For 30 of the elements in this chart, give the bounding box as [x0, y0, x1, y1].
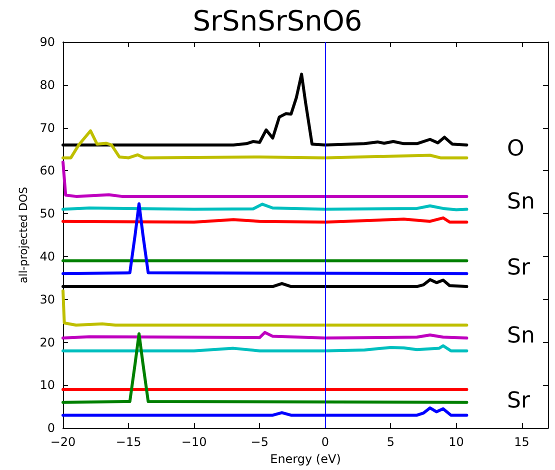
line-series [62, 289, 468, 327]
annotation: O [507, 136, 524, 162]
y-axis-title: all-projected DOS [16, 186, 30, 284]
x-tick-label: −15 [116, 435, 142, 450]
y-tick-label: 60 [40, 164, 55, 178]
x-tick-label: 5 [386, 435, 395, 450]
y-tick-label: 0 [47, 421, 55, 436]
x-axis-title: Energy (eV) [270, 452, 341, 466]
y-tick-label: 30 [40, 292, 55, 306]
line-series [62, 160, 468, 198]
x-tick-label: 15 [514, 435, 530, 450]
x-tick-label: −10 [181, 435, 207, 450]
y-tick-label: 40 [40, 250, 55, 264]
annotation: Sr [507, 388, 531, 414]
y-tick-label: 20 [40, 335, 55, 350]
y-tick-label: 50 [40, 206, 55, 221]
y-tick-label: 90 [40, 35, 55, 49]
annotation: Sn [507, 324, 535, 348]
x-tick-label: 0 [321, 435, 329, 450]
line-series [62, 129, 468, 160]
line-series [62, 332, 468, 404]
chart-title: SrSnSrSnO6 [192, 4, 362, 38]
x-tick-label: −5 [250, 435, 268, 450]
x-tick-label: 10 [448, 435, 464, 450]
annotation: Sr [507, 256, 531, 280]
y-tick-label: 80 [40, 78, 55, 92]
x-tick-label: −20 [50, 435, 76, 450]
y-tick-label: 10 [40, 378, 55, 392]
annotation: Sn [507, 190, 535, 214]
y-tick-label: 70 [40, 120, 55, 135]
